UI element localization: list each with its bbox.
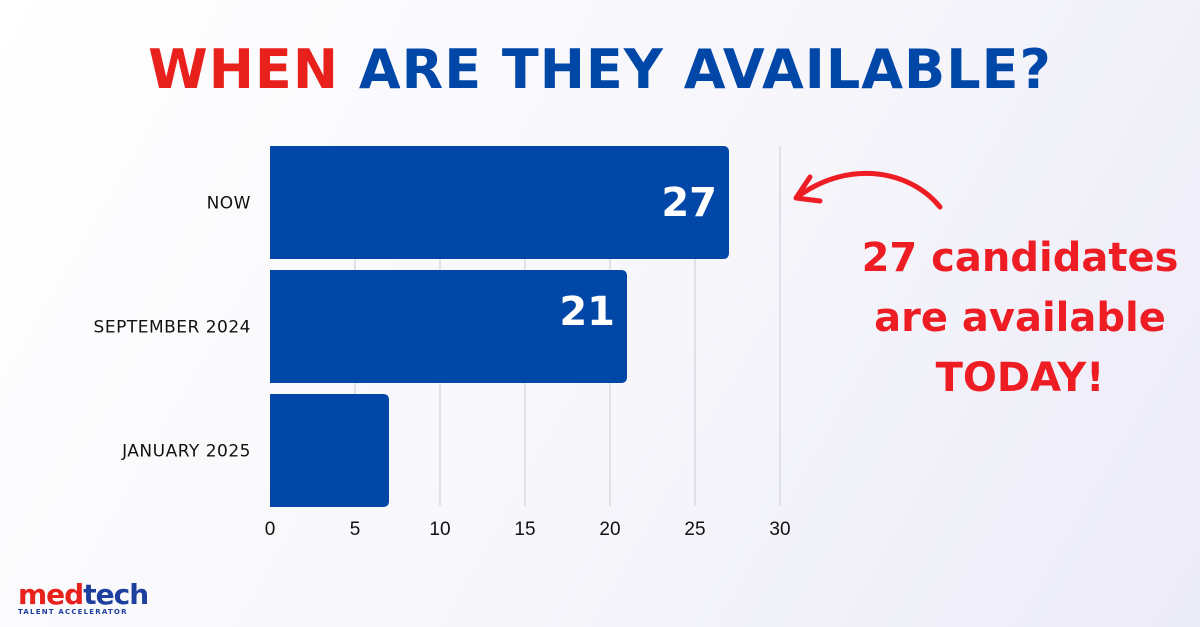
title-rest: ARE THEY AVAILABLE? — [358, 38, 1052, 101]
logo-tagline: TALENT ACCELERATOR — [18, 608, 128, 616]
annotation-line: TODAY! — [935, 355, 1105, 401]
arrow-icon — [793, 170, 943, 210]
annotation-line: 27 candidates — [861, 235, 1179, 281]
category-label: NOW — [207, 194, 251, 214]
tick-label: 0 — [265, 519, 276, 540]
category-label: JANUARY 2025 — [121, 442, 251, 462]
tick-label: 10 — [429, 519, 450, 540]
data-label: 21 — [559, 289, 615, 335]
tick-label: 30 — [769, 519, 790, 540]
tick-label: 25 — [684, 519, 705, 540]
data-label: 27 — [661, 180, 717, 226]
medtech-logo: medtech TALENT ACCELERATOR — [18, 581, 149, 617]
category-label: SEPTEMBER 2024 — [94, 318, 251, 338]
annotation-line: are available — [874, 295, 1166, 341]
logo-name-part1: med — [18, 578, 84, 611]
logo-name-part2: tech — [83, 578, 149, 611]
tick-labels: 0 5 10 15 20 25 30 — [265, 519, 791, 540]
chart-title: WHEN ARE THEY AVAILABLE? — [0, 38, 1200, 101]
tick-label: 20 — [599, 519, 620, 540]
annotation-callout: 27 candidates are available TODAY! — [850, 228, 1190, 408]
title-word-when: WHEN — [148, 38, 340, 101]
bar — [270, 394, 389, 507]
data-labels: 27 21 — [559, 180, 717, 335]
tick-label: 15 — [514, 519, 535, 540]
tick-label: 5 — [350, 519, 361, 540]
bars — [270, 146, 729, 507]
category-labels: NOW SEPTEMBER 2024 JANUARY 2025 — [94, 194, 251, 462]
bar — [270, 146, 729, 259]
bar — [270, 270, 627, 383]
